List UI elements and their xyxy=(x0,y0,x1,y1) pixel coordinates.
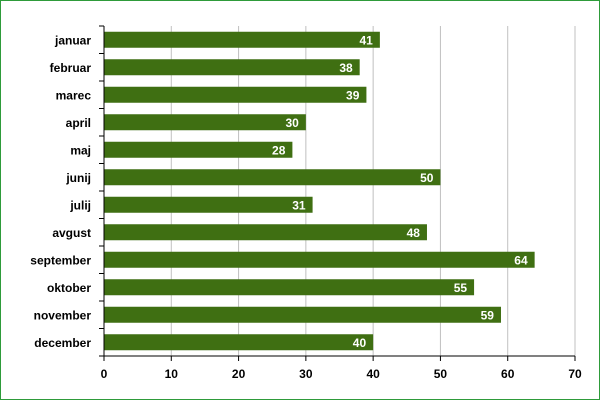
bar-value-label: 41 xyxy=(360,33,374,47)
x-tick-label: 40 xyxy=(366,367,380,381)
bar xyxy=(104,31,380,48)
bars xyxy=(104,31,535,351)
x-tick-label: 10 xyxy=(165,367,179,381)
bar-value-label: 50 xyxy=(420,171,434,185)
bar xyxy=(104,196,313,213)
axes xyxy=(99,25,576,361)
bar-value-label: 64 xyxy=(514,253,528,267)
bar-value-label: 28 xyxy=(272,143,286,157)
bar xyxy=(104,59,360,76)
category-label: oktober xyxy=(47,281,91,295)
bar-value-label: 59 xyxy=(481,308,495,322)
category-label: marec xyxy=(56,88,92,102)
x-tick-label: 70 xyxy=(568,367,582,381)
x-tick-label: 0 xyxy=(101,367,108,381)
bar xyxy=(104,169,441,186)
category-label: januar xyxy=(54,33,91,47)
category-label: december xyxy=(34,336,91,350)
bar-value-label: 30 xyxy=(285,116,299,130)
category-label: maj xyxy=(70,143,91,157)
bar-value-label: 39 xyxy=(346,88,360,102)
bar xyxy=(104,114,306,131)
category-label: julij xyxy=(69,198,91,212)
gridlines xyxy=(170,26,576,356)
category-label: junij xyxy=(65,171,91,185)
category-label: februar xyxy=(50,61,92,75)
category-label: april xyxy=(66,116,91,130)
bar-value-label: 40 xyxy=(353,336,367,350)
x-tick-label: 20 xyxy=(232,367,246,381)
x-tick-label: 50 xyxy=(434,367,448,381)
bar-value-label: 31 xyxy=(292,198,306,212)
category-label: november xyxy=(34,308,92,322)
category-label: avgust xyxy=(52,226,91,240)
bar-value-label: 48 xyxy=(407,226,421,240)
bar xyxy=(104,334,374,351)
labels: 0 10 20 30 40 50 60 70 41 januar 38 februar 39 marec 3… xyxy=(30,33,582,381)
bar-value-label: 38 xyxy=(339,61,353,75)
bar xyxy=(104,306,501,323)
bar xyxy=(104,86,367,103)
category-label: september xyxy=(30,253,91,267)
bar-value-label: 55 xyxy=(454,281,468,295)
bar xyxy=(104,224,427,241)
bar xyxy=(104,141,293,158)
x-tick-label: 60 xyxy=(501,367,515,381)
bar xyxy=(104,279,475,296)
x-tick-label: 30 xyxy=(299,367,313,381)
bar xyxy=(104,251,535,268)
